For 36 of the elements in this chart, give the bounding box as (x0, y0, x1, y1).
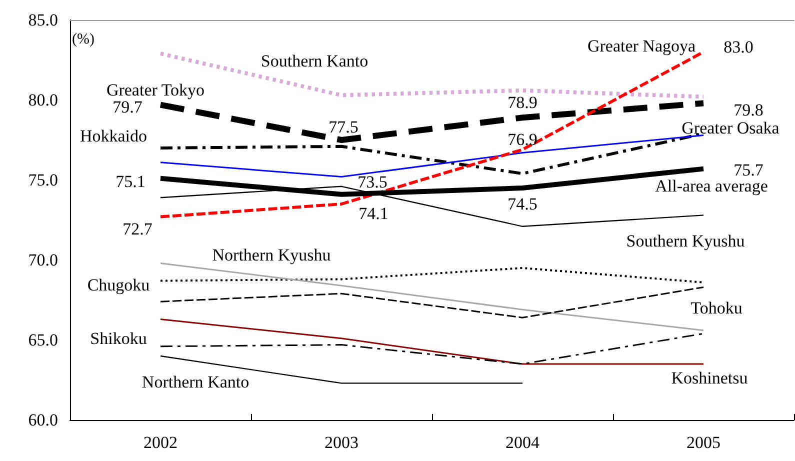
data-label: 78.9 (508, 93, 538, 112)
series-label: Greater Nagoya (587, 36, 696, 56)
series-label: Southern Kanto (260, 52, 368, 71)
y-tick-label: 85.0 (28, 10, 58, 30)
series-label: Tohoku (690, 298, 743, 318)
x-tick-label: 2004 (506, 433, 540, 452)
data-label: 79.8 (734, 100, 764, 120)
data-label: 79.7 (112, 97, 143, 116)
data-label: 72.7 (122, 219, 153, 238)
series-label: Greater Tokyo (106, 80, 205, 100)
y-tick-label: 70.0 (28, 250, 58, 270)
x-tick-label: 2005 (686, 433, 720, 452)
line-series (160, 267, 704, 284)
y-axis-title: (%) (72, 32, 94, 48)
y-tick-label: 60.0 (28, 410, 58, 430)
series-label: Greater Osaka (682, 118, 780, 138)
y-tick-label: 75.0 (28, 170, 58, 190)
series-label: Hokkaido (80, 126, 148, 146)
series-label: Shikoku (90, 328, 148, 348)
series-label: Southern Kyushu (626, 232, 746, 251)
x-tick-label: 2002 (144, 433, 178, 452)
series-label: Chugoku (87, 275, 150, 294)
data-label: 73.5 (358, 172, 388, 192)
data-label: 75.1 (116, 172, 146, 191)
line-series (160, 332, 704, 365)
y-tick-label: 80.0 (28, 90, 58, 110)
x-tick-label: 2003 (324, 433, 358, 452)
series-label: Koshinetsu (671, 368, 748, 388)
data-label: 74.1 (358, 204, 388, 223)
data-label: 83.0 (724, 38, 754, 56)
data-label: 77.5 (328, 118, 358, 136)
data-label: 74.5 (508, 194, 538, 214)
y-tick-label: 65.0 (28, 330, 58, 350)
series-label: Northern Kyushu (212, 246, 332, 265)
data-label: 76.9 (508, 130, 538, 150)
series-label: Northern Kanto (142, 372, 250, 392)
